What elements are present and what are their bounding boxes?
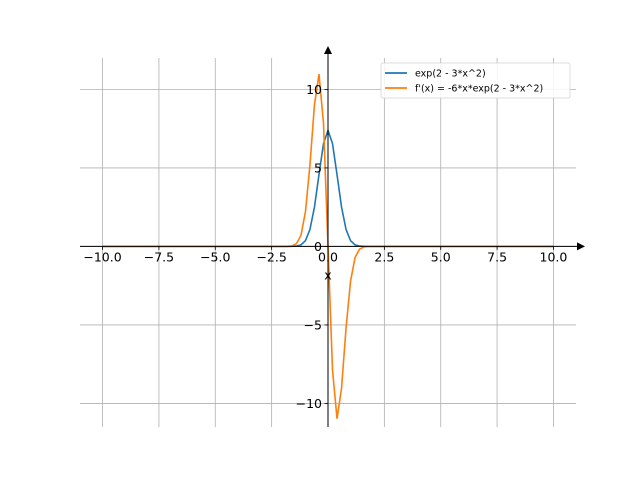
- legend-label-1: exp(2 - 3*x^2): [415, 69, 486, 80]
- y-tick-label: −10: [296, 396, 322, 411]
- x-tick-label: 5.0: [431, 249, 451, 264]
- x-tick-label: 7.5: [487, 249, 507, 264]
- y-tick-label: 5: [314, 160, 322, 175]
- legend-label-2: f'(x) = -6*x*exp(2 - 3*x^2): [415, 84, 543, 95]
- x-tick-label: −10.0: [83, 249, 121, 264]
- x-tick-label: −2.5: [256, 249, 286, 264]
- y-tick-label: 0: [314, 239, 322, 254]
- x-axis-arrow: [577, 242, 585, 251]
- x-tick-label: 10.0: [540, 249, 568, 264]
- x-tick-label: 2.5: [374, 249, 394, 264]
- legend-box: [380, 62, 571, 99]
- x-axis-label: x: [324, 267, 331, 282]
- x-tick-label: −7.5: [144, 249, 174, 264]
- axes: −10.0 −7.5 −5.0 −2.5 0.0 2.5 5.0 7.5 10.0 −10 −5 0 5…: [80, 46, 585, 427]
- x-tick-label: 0.0: [318, 249, 338, 264]
- y-tick-label: −5: [304, 317, 322, 332]
- y-axis-arrow: [324, 46, 332, 54]
- x-tick-label: −5.0: [200, 249, 230, 264]
- y-tick-label: 10: [306, 82, 322, 97]
- legend: exp(2 - 3*x^2) f'(x) = -6*x*exp(2 - 3*x^2…: [380, 62, 571, 99]
